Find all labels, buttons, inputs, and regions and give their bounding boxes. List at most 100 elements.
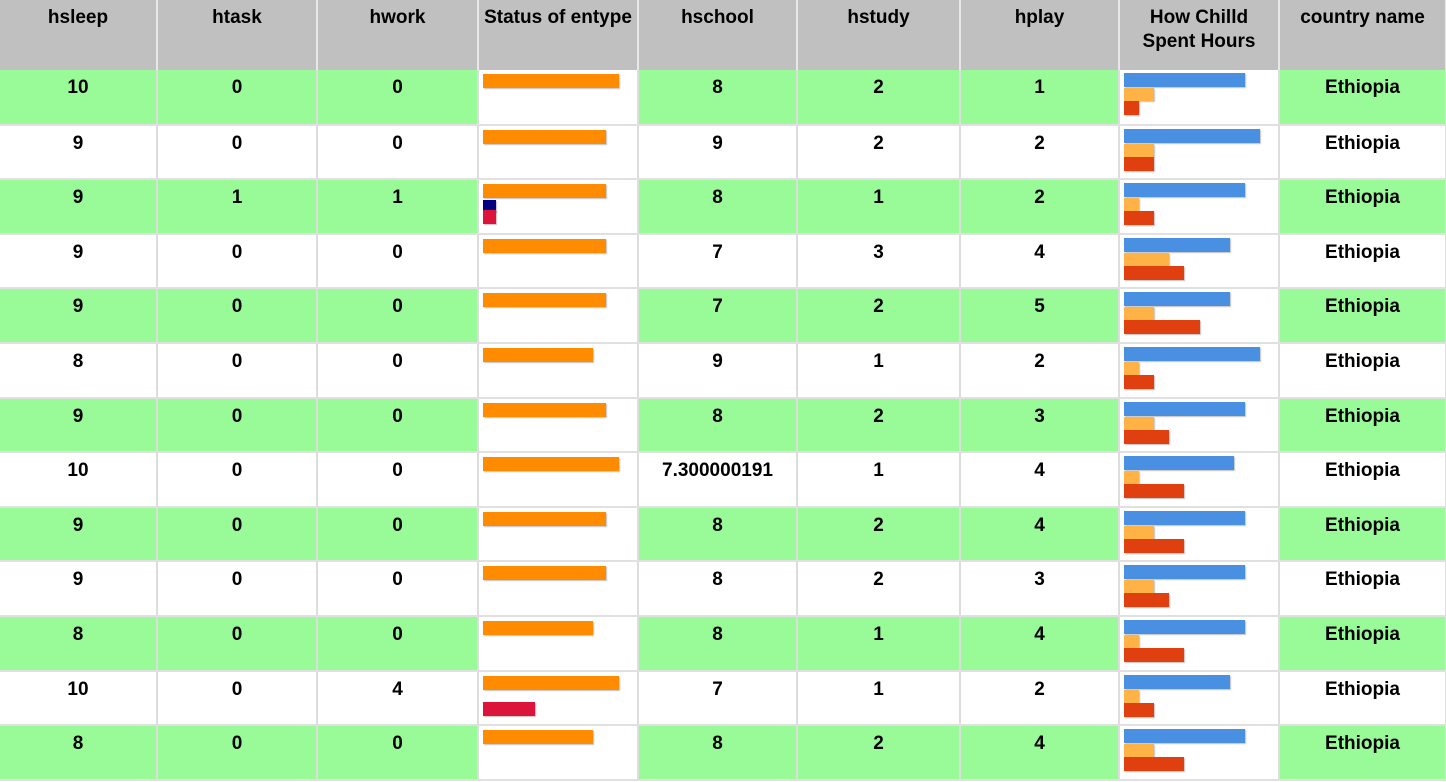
hschool-cell[interactable]: 7 (638, 233, 798, 290)
how-child-spent-hours-cell[interactable] (1119, 124, 1280, 181)
hplay-cell[interactable]: 2 (960, 179, 1120, 235)
hschool-cell[interactable]: 8 (638, 506, 798, 563)
hstudy-cell[interactable]: 1 (797, 342, 961, 399)
htask-cell[interactable]: 0 (157, 397, 318, 454)
hschool-cell[interactable]: 9 (638, 124, 798, 181)
hplay-cell[interactable]: 4 (960, 452, 1120, 508)
hstudy-cell[interactable]: 2 (797, 725, 961, 781)
country-cell[interactable]: Ethiopia (1279, 725, 1446, 781)
hschool-cell[interactable]: 7.300000191 (638, 452, 798, 508)
hstudy-cell[interactable]: 2 (797, 561, 961, 617)
how-child-spent-hours-cell[interactable] (1119, 615, 1280, 672)
hschool-cell[interactable]: 7 (638, 288, 798, 344)
hwork-cell[interactable]: 0 (317, 397, 479, 454)
column-header-status-of-entype[interactable]: Status of entype (478, 0, 639, 70)
hwork-cell[interactable]: 0 (317, 615, 479, 672)
hschool-cell[interactable]: 7 (638, 670, 798, 727)
hplay-cell[interactable]: 4 (960, 506, 1120, 563)
hwork-cell[interactable]: 0 (317, 506, 479, 563)
hsleep-cell[interactable]: 10 (0, 70, 158, 126)
hsleep-cell[interactable]: 9 (0, 179, 158, 235)
country-cell[interactable]: Ethiopia (1279, 233, 1446, 290)
status-of-entype-cell[interactable] (478, 561, 639, 617)
hstudy-cell[interactable]: 1 (797, 670, 961, 727)
hsleep-cell[interactable]: 9 (0, 288, 158, 344)
hschool-cell[interactable]: 8 (638, 561, 798, 617)
hplay-cell[interactable]: 2 (960, 670, 1120, 727)
how-child-spent-hours-cell[interactable] (1119, 397, 1280, 454)
country-cell[interactable]: Ethiopia (1279, 124, 1446, 181)
status-of-entype-cell[interactable] (478, 70, 639, 126)
hstudy-cell[interactable]: 2 (797, 70, 961, 126)
status-of-entype-cell[interactable] (478, 615, 639, 672)
column-header-htask[interactable]: htask (157, 0, 318, 70)
htask-cell[interactable]: 0 (157, 233, 318, 290)
how-child-spent-hours-cell[interactable] (1119, 725, 1280, 781)
hwork-cell[interactable]: 0 (317, 288, 479, 344)
hsleep-cell[interactable]: 10 (0, 452, 158, 508)
status-of-entype-cell[interactable] (478, 397, 639, 454)
hsleep-cell[interactable]: 8 (0, 342, 158, 399)
hschool-cell[interactable]: 8 (638, 179, 798, 235)
hstudy-cell[interactable]: 2 (797, 506, 961, 563)
hwork-cell[interactable]: 1 (317, 179, 479, 235)
hschool-cell[interactable]: 8 (638, 615, 798, 672)
hwork-cell[interactable]: 0 (317, 561, 479, 617)
status-of-entype-cell[interactable] (478, 342, 639, 399)
status-of-entype-cell[interactable] (478, 179, 639, 235)
hplay-cell[interactable]: 4 (960, 725, 1120, 781)
htask-cell[interactable]: 0 (157, 725, 318, 781)
hstudy-cell[interactable]: 1 (797, 452, 961, 508)
hschool-cell[interactable]: 8 (638, 70, 798, 126)
hsleep-cell[interactable]: 10 (0, 670, 158, 727)
hschool-cell[interactable]: 9 (638, 342, 798, 399)
country-cell[interactable]: Ethiopia (1279, 452, 1446, 508)
htask-cell[interactable]: 0 (157, 670, 318, 727)
hplay-cell[interactable]: 3 (960, 561, 1120, 617)
hstudy-cell[interactable]: 3 (797, 233, 961, 290)
hplay-cell[interactable]: 4 (960, 233, 1120, 290)
how-child-spent-hours-cell[interactable] (1119, 670, 1280, 727)
htask-cell[interactable]: 0 (157, 288, 318, 344)
country-cell[interactable]: Ethiopia (1279, 342, 1446, 399)
hsleep-cell[interactable]: 9 (0, 124, 158, 181)
status-of-entype-cell[interactable] (478, 288, 639, 344)
column-header-hwork[interactable]: hwork (317, 0, 479, 70)
status-of-entype-cell[interactable] (478, 452, 639, 508)
hplay-cell[interactable]: 4 (960, 615, 1120, 672)
country-cell[interactable]: Ethiopia (1279, 615, 1446, 672)
hwork-cell[interactable]: 0 (317, 452, 479, 508)
column-header-country-name[interactable]: country name (1279, 0, 1446, 70)
column-header-hstudy[interactable]: hstudy (797, 0, 961, 70)
how-child-spent-hours-cell[interactable] (1119, 288, 1280, 344)
status-of-entype-cell[interactable] (478, 670, 639, 727)
hplay-cell[interactable]: 2 (960, 342, 1120, 399)
htask-cell[interactable]: 0 (157, 561, 318, 617)
how-child-spent-hours-cell[interactable] (1119, 233, 1280, 290)
country-cell[interactable]: Ethiopia (1279, 179, 1446, 235)
column-header-hsleep[interactable]: hsleep (0, 0, 158, 70)
hstudy-cell[interactable]: 2 (797, 397, 961, 454)
hsleep-cell[interactable]: 9 (0, 397, 158, 454)
hwork-cell[interactable]: 0 (317, 124, 479, 181)
hschool-cell[interactable]: 8 (638, 397, 798, 454)
status-of-entype-cell[interactable] (478, 506, 639, 563)
hwork-cell[interactable]: 4 (317, 670, 479, 727)
hsleep-cell[interactable]: 9 (0, 233, 158, 290)
hsleep-cell[interactable]: 9 (0, 506, 158, 563)
hstudy-cell[interactable]: 1 (797, 615, 961, 672)
status-of-entype-cell[interactable] (478, 725, 639, 781)
hplay-cell[interactable]: 5 (960, 288, 1120, 344)
htask-cell[interactable]: 0 (157, 342, 318, 399)
hstudy-cell[interactable]: 2 (797, 124, 961, 181)
hsleep-cell[interactable]: 9 (0, 561, 158, 617)
country-cell[interactable]: Ethiopia (1279, 288, 1446, 344)
how-child-spent-hours-cell[interactable] (1119, 561, 1280, 617)
hstudy-cell[interactable]: 2 (797, 288, 961, 344)
how-child-spent-hours-cell[interactable] (1119, 506, 1280, 563)
hwork-cell[interactable]: 0 (317, 725, 479, 781)
hschool-cell[interactable]: 8 (638, 725, 798, 781)
htask-cell[interactable]: 0 (157, 452, 318, 508)
htask-cell[interactable]: 1 (157, 179, 318, 235)
country-cell[interactable]: Ethiopia (1279, 70, 1446, 126)
